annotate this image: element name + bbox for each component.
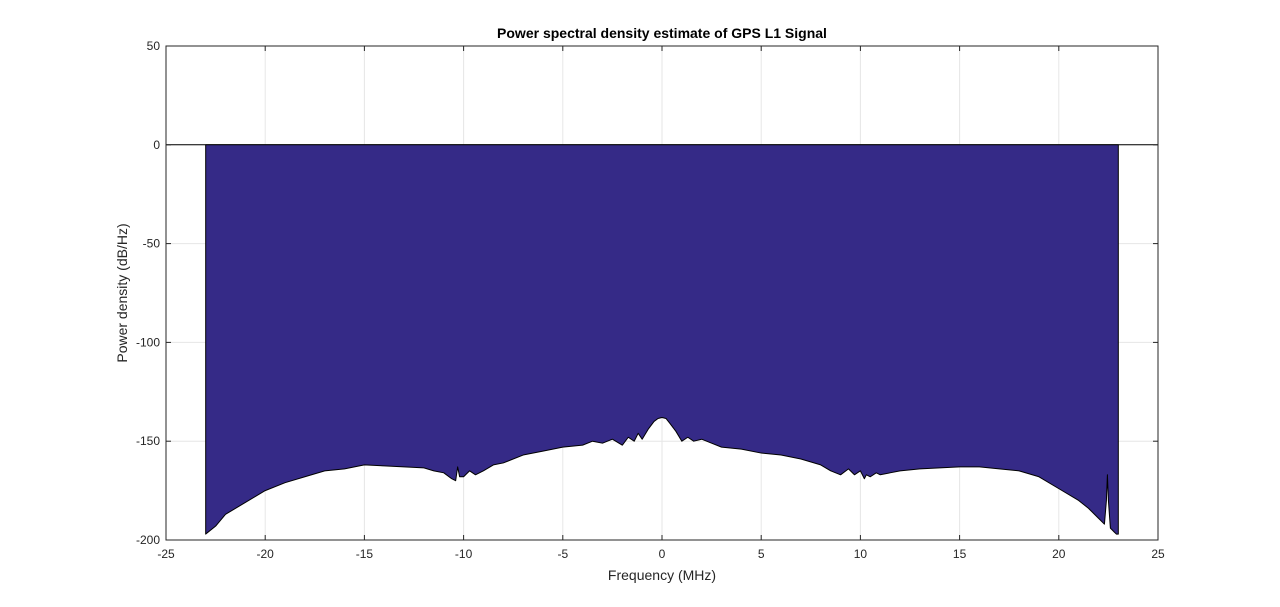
x-tick-label: 5 [758, 547, 765, 561]
y-axis-ticks: -200 -150 -100 -50 0 50 [136, 39, 1158, 547]
psd-area [205, 144, 1119, 535]
series-layer [166, 144, 1158, 535]
x-tick-label: 15 [953, 547, 967, 561]
x-tick-label: -15 [356, 547, 374, 561]
y-tick-label: 0 [153, 138, 160, 152]
x-tick-label: -5 [557, 547, 568, 561]
x-tick-label: -10 [455, 547, 473, 561]
y-tick-label: -100 [136, 335, 160, 349]
x-tick-label: -25 [157, 547, 175, 561]
y-tick-label: -200 [136, 533, 160, 547]
y-tick-label: -150 [136, 434, 160, 448]
x-tick-label: 25 [1151, 547, 1165, 561]
x-axis-ticks: -25 -20 -15 -10 -5 0 5 10 15 20 25 [157, 46, 1165, 561]
y-tick-label: -50 [143, 237, 161, 251]
x-tick-label: 20 [1052, 547, 1066, 561]
x-axis-label: Frequency (MHz) [608, 567, 716, 583]
x-tick-label: 0 [659, 547, 666, 561]
y-axis-label: Power density (dB/Hz) [114, 223, 130, 362]
y-tick-label: 50 [147, 39, 161, 53]
x-tick-label: -20 [257, 547, 275, 561]
x-tick-label: 10 [854, 547, 868, 561]
chart-title: Power spectral density estimate of GPS L… [497, 25, 827, 41]
